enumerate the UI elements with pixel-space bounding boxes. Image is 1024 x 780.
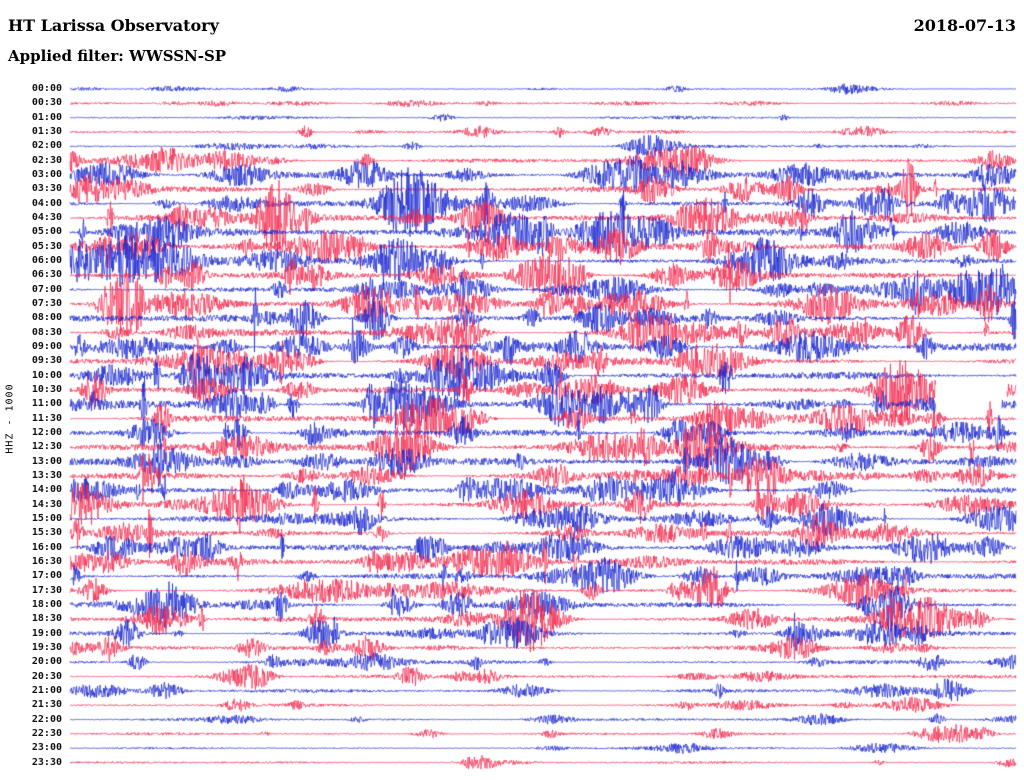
time-label: 22:30 bbox=[31, 727, 62, 739]
time-label: 14:00 bbox=[31, 484, 62, 496]
time-label: 05:00 bbox=[31, 226, 62, 238]
time-label: 23:30 bbox=[31, 756, 62, 768]
time-label: 07:30 bbox=[31, 297, 62, 309]
time-label: 21:00 bbox=[31, 684, 62, 696]
time-label: 09:00 bbox=[31, 340, 62, 352]
time-label: 11:30 bbox=[31, 412, 62, 424]
time-label: 12:30 bbox=[31, 441, 62, 453]
time-label: 10:00 bbox=[31, 369, 62, 381]
time-label: 01:00 bbox=[31, 111, 62, 123]
time-label: 22:00 bbox=[31, 713, 62, 725]
time-label: 06:00 bbox=[31, 254, 62, 266]
time-label: 20:00 bbox=[31, 656, 62, 668]
time-label: 16:30 bbox=[31, 555, 62, 567]
time-label: 12:00 bbox=[31, 426, 62, 438]
time-label: 05:30 bbox=[31, 240, 62, 252]
time-label: 01:30 bbox=[31, 125, 62, 137]
time-label: 16:00 bbox=[31, 541, 62, 553]
time-label: 13:30 bbox=[31, 469, 62, 481]
time-label: 10:30 bbox=[31, 383, 62, 395]
time-label: 20:30 bbox=[31, 670, 62, 682]
time-label: 15:30 bbox=[31, 527, 62, 539]
time-label: 02:00 bbox=[31, 140, 62, 152]
time-label: 13:00 bbox=[31, 455, 62, 467]
time-label: 17:00 bbox=[31, 570, 62, 582]
time-label: 04:30 bbox=[31, 211, 62, 223]
time-label: 06:30 bbox=[31, 269, 62, 281]
time-label: 23:00 bbox=[31, 742, 62, 754]
time-label: 09:30 bbox=[31, 355, 62, 367]
time-label: 19:00 bbox=[31, 627, 62, 639]
time-label: 04:00 bbox=[31, 197, 62, 209]
time-label: 07:00 bbox=[31, 283, 62, 295]
time-label: 17:30 bbox=[31, 584, 62, 596]
time-label: 03:30 bbox=[31, 183, 62, 195]
time-label: 18:00 bbox=[31, 598, 62, 610]
time-label: 02:30 bbox=[31, 154, 62, 166]
time-label: 00:30 bbox=[31, 97, 62, 109]
time-label: 00:00 bbox=[31, 83, 62, 94]
time-label: 08:30 bbox=[31, 326, 62, 338]
time-label: 08:00 bbox=[31, 312, 62, 324]
time-label: 18:30 bbox=[31, 613, 62, 625]
time-label: 15:00 bbox=[31, 512, 62, 524]
time-label: 11:00 bbox=[31, 398, 62, 410]
time-label: 21:30 bbox=[31, 699, 62, 711]
time-label: 19:30 bbox=[31, 641, 62, 653]
time-label: 14:30 bbox=[31, 498, 62, 510]
time-label: 03:00 bbox=[31, 168, 62, 180]
